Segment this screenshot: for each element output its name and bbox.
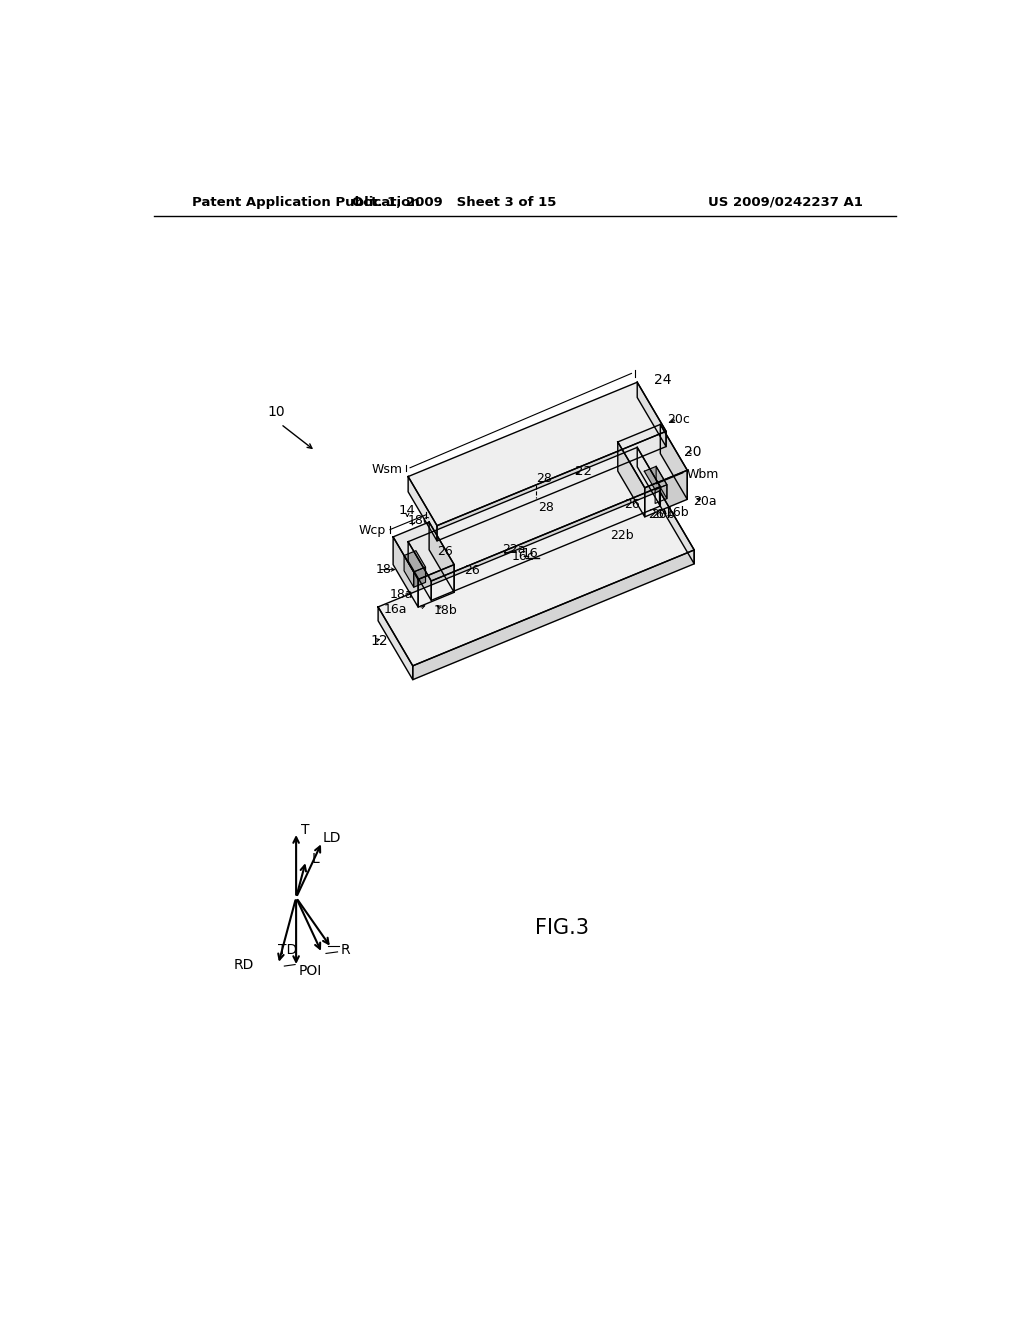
Polygon shape <box>617 425 687 488</box>
Polygon shape <box>656 466 667 499</box>
Text: TD: TD <box>278 942 297 957</box>
Polygon shape <box>644 466 667 490</box>
Polygon shape <box>637 383 666 446</box>
Polygon shape <box>378 607 413 680</box>
Text: 28: 28 <box>537 473 552 486</box>
Text: 12: 12 <box>371 634 388 648</box>
Text: 14: 14 <box>399 504 416 517</box>
Polygon shape <box>404 550 426 572</box>
Text: 26: 26 <box>464 564 479 577</box>
Text: 16b: 16b <box>666 506 689 519</box>
Text: L: L <box>311 851 319 866</box>
Text: 26: 26 <box>625 498 640 511</box>
Polygon shape <box>429 523 455 593</box>
Text: 20c: 20c <box>668 413 690 426</box>
Polygon shape <box>409 477 437 541</box>
Text: 16: 16 <box>521 546 539 560</box>
Text: 20b: 20b <box>651 508 675 521</box>
Text: RD: RD <box>233 957 254 972</box>
Text: Wbm: Wbm <box>686 469 719 480</box>
Text: 24: 24 <box>654 374 672 387</box>
Text: R: R <box>341 944 350 957</box>
Polygon shape <box>393 523 455 579</box>
Polygon shape <box>617 442 645 517</box>
Text: 16c: 16c <box>512 550 535 564</box>
Text: 18: 18 <box>375 564 391 576</box>
Text: 22b: 22b <box>610 529 634 543</box>
Text: 26: 26 <box>437 545 454 558</box>
Polygon shape <box>659 491 694 564</box>
Polygon shape <box>418 565 455 607</box>
Text: 20: 20 <box>684 445 701 459</box>
Text: Patent Application Publication: Patent Application Publication <box>193 195 420 209</box>
Text: POI: POI <box>298 964 322 978</box>
Text: US 2009/0242237 A1: US 2009/0242237 A1 <box>708 195 862 209</box>
Text: 18c: 18c <box>408 513 431 527</box>
Polygon shape <box>409 447 660 581</box>
Text: 22a: 22a <box>503 543 526 556</box>
Polygon shape <box>413 550 694 680</box>
Text: 28: 28 <box>538 502 554 513</box>
Text: 18b: 18b <box>434 605 458 618</box>
Text: Wcp: Wcp <box>359 524 386 537</box>
Polygon shape <box>637 447 660 506</box>
Polygon shape <box>431 487 660 601</box>
Polygon shape <box>414 568 426 587</box>
Text: T: T <box>301 822 309 837</box>
Polygon shape <box>393 537 418 607</box>
Text: Oct. 1, 2009   Sheet 3 of 15: Oct. 1, 2009 Sheet 3 of 15 <box>352 195 556 209</box>
Polygon shape <box>655 484 667 503</box>
Text: FIG.3: FIG.3 <box>535 919 589 939</box>
Text: 10: 10 <box>267 405 286 420</box>
Polygon shape <box>660 425 687 499</box>
Polygon shape <box>378 491 694 665</box>
Polygon shape <box>437 432 666 541</box>
Text: Wsm: Wsm <box>372 463 402 475</box>
Text: 20a: 20a <box>693 495 717 507</box>
Text: 26: 26 <box>648 508 664 521</box>
Polygon shape <box>645 470 687 517</box>
Text: 22: 22 <box>574 465 592 478</box>
Text: LD: LD <box>323 830 341 845</box>
Text: 16a: 16a <box>383 603 407 616</box>
Polygon shape <box>409 541 431 601</box>
Text: 18a: 18a <box>390 589 414 602</box>
Polygon shape <box>404 556 414 587</box>
Polygon shape <box>409 383 666 525</box>
